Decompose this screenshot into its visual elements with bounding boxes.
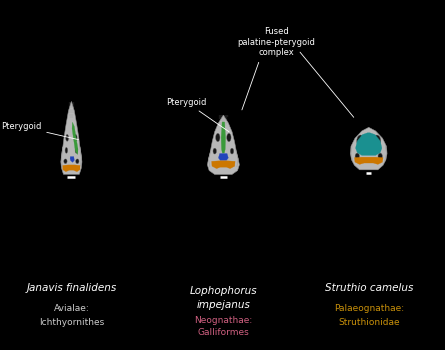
Text: Ichthyornithes: Ichthyornithes [39, 318, 104, 327]
Ellipse shape [213, 148, 216, 154]
Ellipse shape [216, 133, 220, 142]
Polygon shape [354, 157, 383, 164]
Ellipse shape [64, 159, 67, 164]
Text: Pterygoid: Pterygoid [166, 98, 229, 132]
Polygon shape [70, 156, 74, 162]
Text: Neognathae:: Neognathae: [194, 316, 252, 325]
Polygon shape [356, 133, 382, 155]
Text: Palaeognathae:: Palaeognathae: [334, 304, 404, 313]
Polygon shape [207, 115, 239, 174]
Text: Pterygoid: Pterygoid [1, 122, 78, 140]
Polygon shape [350, 127, 387, 170]
Ellipse shape [373, 135, 380, 147]
Text: Struthio camelus: Struthio camelus [324, 283, 413, 293]
Text: Struthionidae: Struthionidae [338, 318, 400, 327]
Polygon shape [63, 165, 80, 172]
Ellipse shape [357, 135, 364, 147]
Ellipse shape [230, 148, 234, 154]
Text: Avialae:: Avialae: [53, 304, 89, 313]
Ellipse shape [74, 134, 77, 141]
Ellipse shape [65, 147, 68, 153]
Polygon shape [212, 161, 235, 169]
Text: Lophophorus: Lophophorus [190, 286, 257, 296]
Ellipse shape [227, 133, 231, 142]
Ellipse shape [378, 153, 382, 159]
Ellipse shape [75, 147, 78, 153]
Ellipse shape [355, 153, 360, 159]
Polygon shape [61, 102, 82, 174]
Polygon shape [221, 122, 226, 153]
Ellipse shape [217, 162, 220, 167]
Polygon shape [218, 154, 228, 160]
Text: impejanus: impejanus [196, 300, 250, 310]
Text: Janavis finalidens: Janavis finalidens [26, 283, 117, 293]
Text: Fused
palatine-pterygoid
complex: Fused palatine-pterygoid complex [237, 27, 315, 110]
Ellipse shape [227, 162, 230, 167]
Ellipse shape [66, 134, 69, 141]
Polygon shape [72, 122, 78, 154]
Ellipse shape [76, 159, 79, 164]
Text: Galliformes: Galliformes [198, 329, 249, 337]
